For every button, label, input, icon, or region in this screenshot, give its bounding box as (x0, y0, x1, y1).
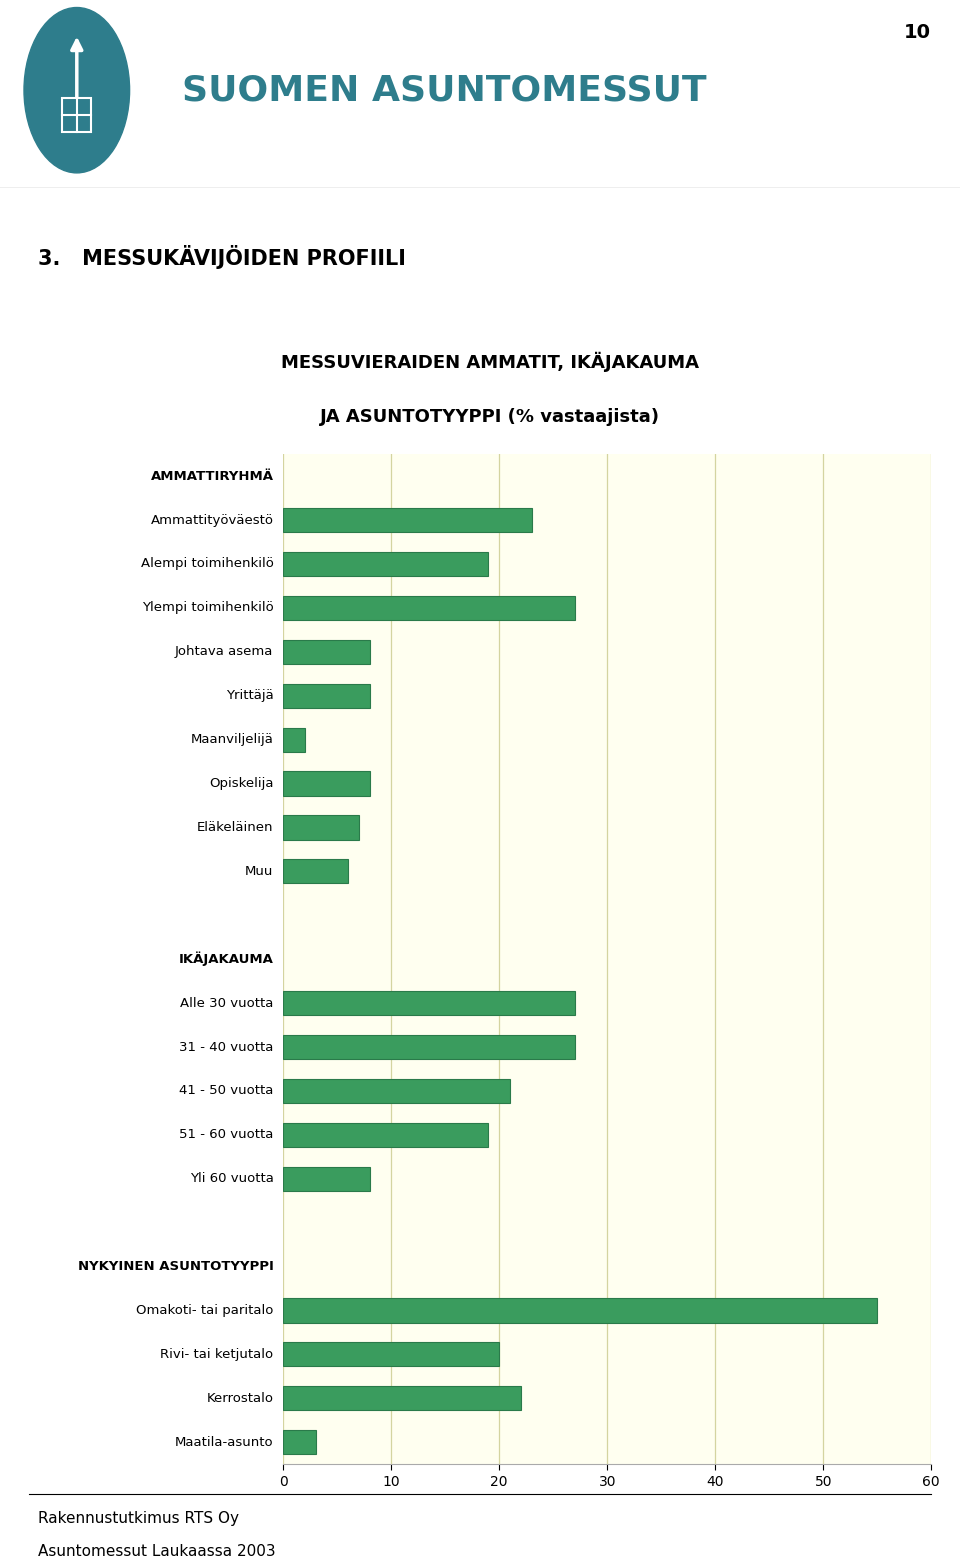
Bar (283, 1342, 499, 1367)
Text: Johtava asema: Johtava asema (175, 645, 274, 658)
Text: SUOMEN ASUNTOMESSUT: SUOMEN ASUNTOMESSUT (182, 74, 707, 106)
Text: 3.   MESSUKÄVIJÖIDEN PROFIILI: 3. MESSUKÄVIJÖIDEN PROFIILI (38, 244, 406, 269)
Bar (283, 595, 575, 620)
Text: JA ASUNTOTYYPPI (% vastaajista): JA ASUNTOTYYPPI (% vastaajista) (320, 407, 660, 426)
Text: Rivi- tai ketjutalo: Rivi- tai ketjutalo (160, 1348, 274, 1361)
Bar (62, 97, 91, 132)
Text: Ylempi toimihenkilö: Ylempi toimihenkilö (142, 601, 274, 614)
Bar (283, 639, 370, 664)
Bar (283, 1123, 489, 1146)
Bar (283, 507, 532, 532)
Bar (283, 1430, 316, 1455)
Text: 41 - 50 vuotta: 41 - 50 vuotta (180, 1084, 274, 1098)
Text: AMMATTIRYHMÄ: AMMATTIRYHMÄ (151, 470, 274, 482)
Text: Opiskelija: Opiskelija (209, 777, 274, 789)
Text: Ammattityöväestö: Ammattityöväestö (151, 514, 274, 526)
Bar (283, 1035, 575, 1059)
Bar (283, 816, 359, 839)
Ellipse shape (24, 8, 130, 172)
Text: Omakoti- tai paritalo: Omakoti- tai paritalo (136, 1304, 274, 1317)
Text: 10: 10 (904, 22, 931, 42)
Bar (283, 684, 370, 708)
Bar (283, 860, 348, 883)
Bar (283, 1386, 520, 1411)
Text: Maanviljelijä: Maanviljelijä (191, 733, 274, 745)
Text: Muu: Muu (245, 864, 274, 879)
Bar (283, 551, 489, 576)
Text: Alle 30 vuotta: Alle 30 vuotta (180, 996, 274, 1010)
Bar (283, 1167, 370, 1190)
Bar (283, 1298, 877, 1323)
Text: Maatila-asunto: Maatila-asunto (175, 1436, 274, 1449)
Text: 51 - 60 vuotta: 51 - 60 vuotta (180, 1129, 274, 1142)
Text: Yrittäjä: Yrittäjä (226, 689, 274, 702)
Text: Alempi toimihenkilö: Alempi toimihenkilö (140, 557, 274, 570)
Text: Rakennustutkimus RTS Oy: Rakennustutkimus RTS Oy (38, 1511, 239, 1527)
Text: Kerrostalo: Kerrostalo (206, 1392, 274, 1405)
Text: Asuntomessut Laukaassa 2003: Asuntomessut Laukaassa 2003 (38, 1544, 276, 1558)
Text: Eläkeläinen: Eläkeläinen (197, 821, 274, 835)
Bar (283, 728, 305, 752)
Text: 31 - 40 vuotta: 31 - 40 vuotta (180, 1040, 274, 1054)
Text: Yli 60 vuotta: Yli 60 vuotta (190, 1173, 274, 1185)
Text: IKÄJAKAUMA: IKÄJAKAUMA (179, 952, 274, 966)
Text: MESSUVIERAIDEN AMMATIT, IKÄJAKAUMA: MESSUVIERAIDEN AMMATIT, IKÄJAKAUMA (280, 352, 699, 371)
Bar (283, 772, 370, 796)
Bar (283, 991, 575, 1015)
Text: NYKYINEN ASUNTOTYYPPI: NYKYINEN ASUNTOTYYPPI (78, 1261, 274, 1273)
Bar (283, 1079, 510, 1102)
